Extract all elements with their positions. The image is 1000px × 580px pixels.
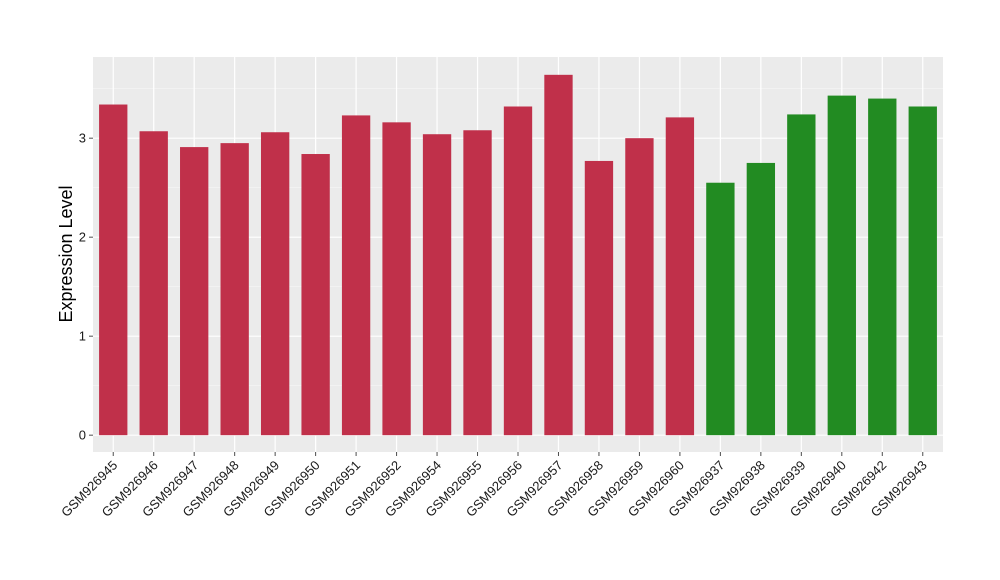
bar-GSM926955 [463,130,492,436]
bar-GSM926938 [746,162,776,436]
bar-GSM926939 [787,114,816,436]
bar-GSM926948 [220,143,249,436]
y-tick-label: 2 [79,230,86,245]
bar-GSM926952 [382,122,411,436]
bar-GSM926950 [301,154,330,436]
bar-GSM926959 [625,138,654,436]
y-tick-label: 1 [79,329,86,344]
bar-GSM926946 [139,131,168,436]
bar-GSM926949 [260,132,290,436]
bar-GSM926954 [422,134,452,436]
bar-GSM926943 [908,106,937,436]
y-axis: 0 1 2 3 [79,131,93,443]
y-axis-title: Expression Level [56,185,76,322]
bar-GSM926958 [584,160,614,436]
y-tick-label: 0 [79,428,86,443]
bar-GSM926956 [503,106,533,436]
bar-GSM926957 [544,74,573,436]
bar-GSM926947 [180,147,209,436]
bar-GSM926945 [99,104,128,436]
bar-GSM926960 [665,117,695,436]
bar-GSM926940 [827,95,856,436]
bar-GSM926951 [341,115,371,436]
y-tick-label: 3 [79,131,86,146]
bar-GSM926942 [868,98,897,436]
bar-GSM926937 [706,182,735,436]
x-axis: GSM926945GSM926946GSM926947GSM926948GSM9… [58,452,930,520]
bars-group [99,74,937,436]
